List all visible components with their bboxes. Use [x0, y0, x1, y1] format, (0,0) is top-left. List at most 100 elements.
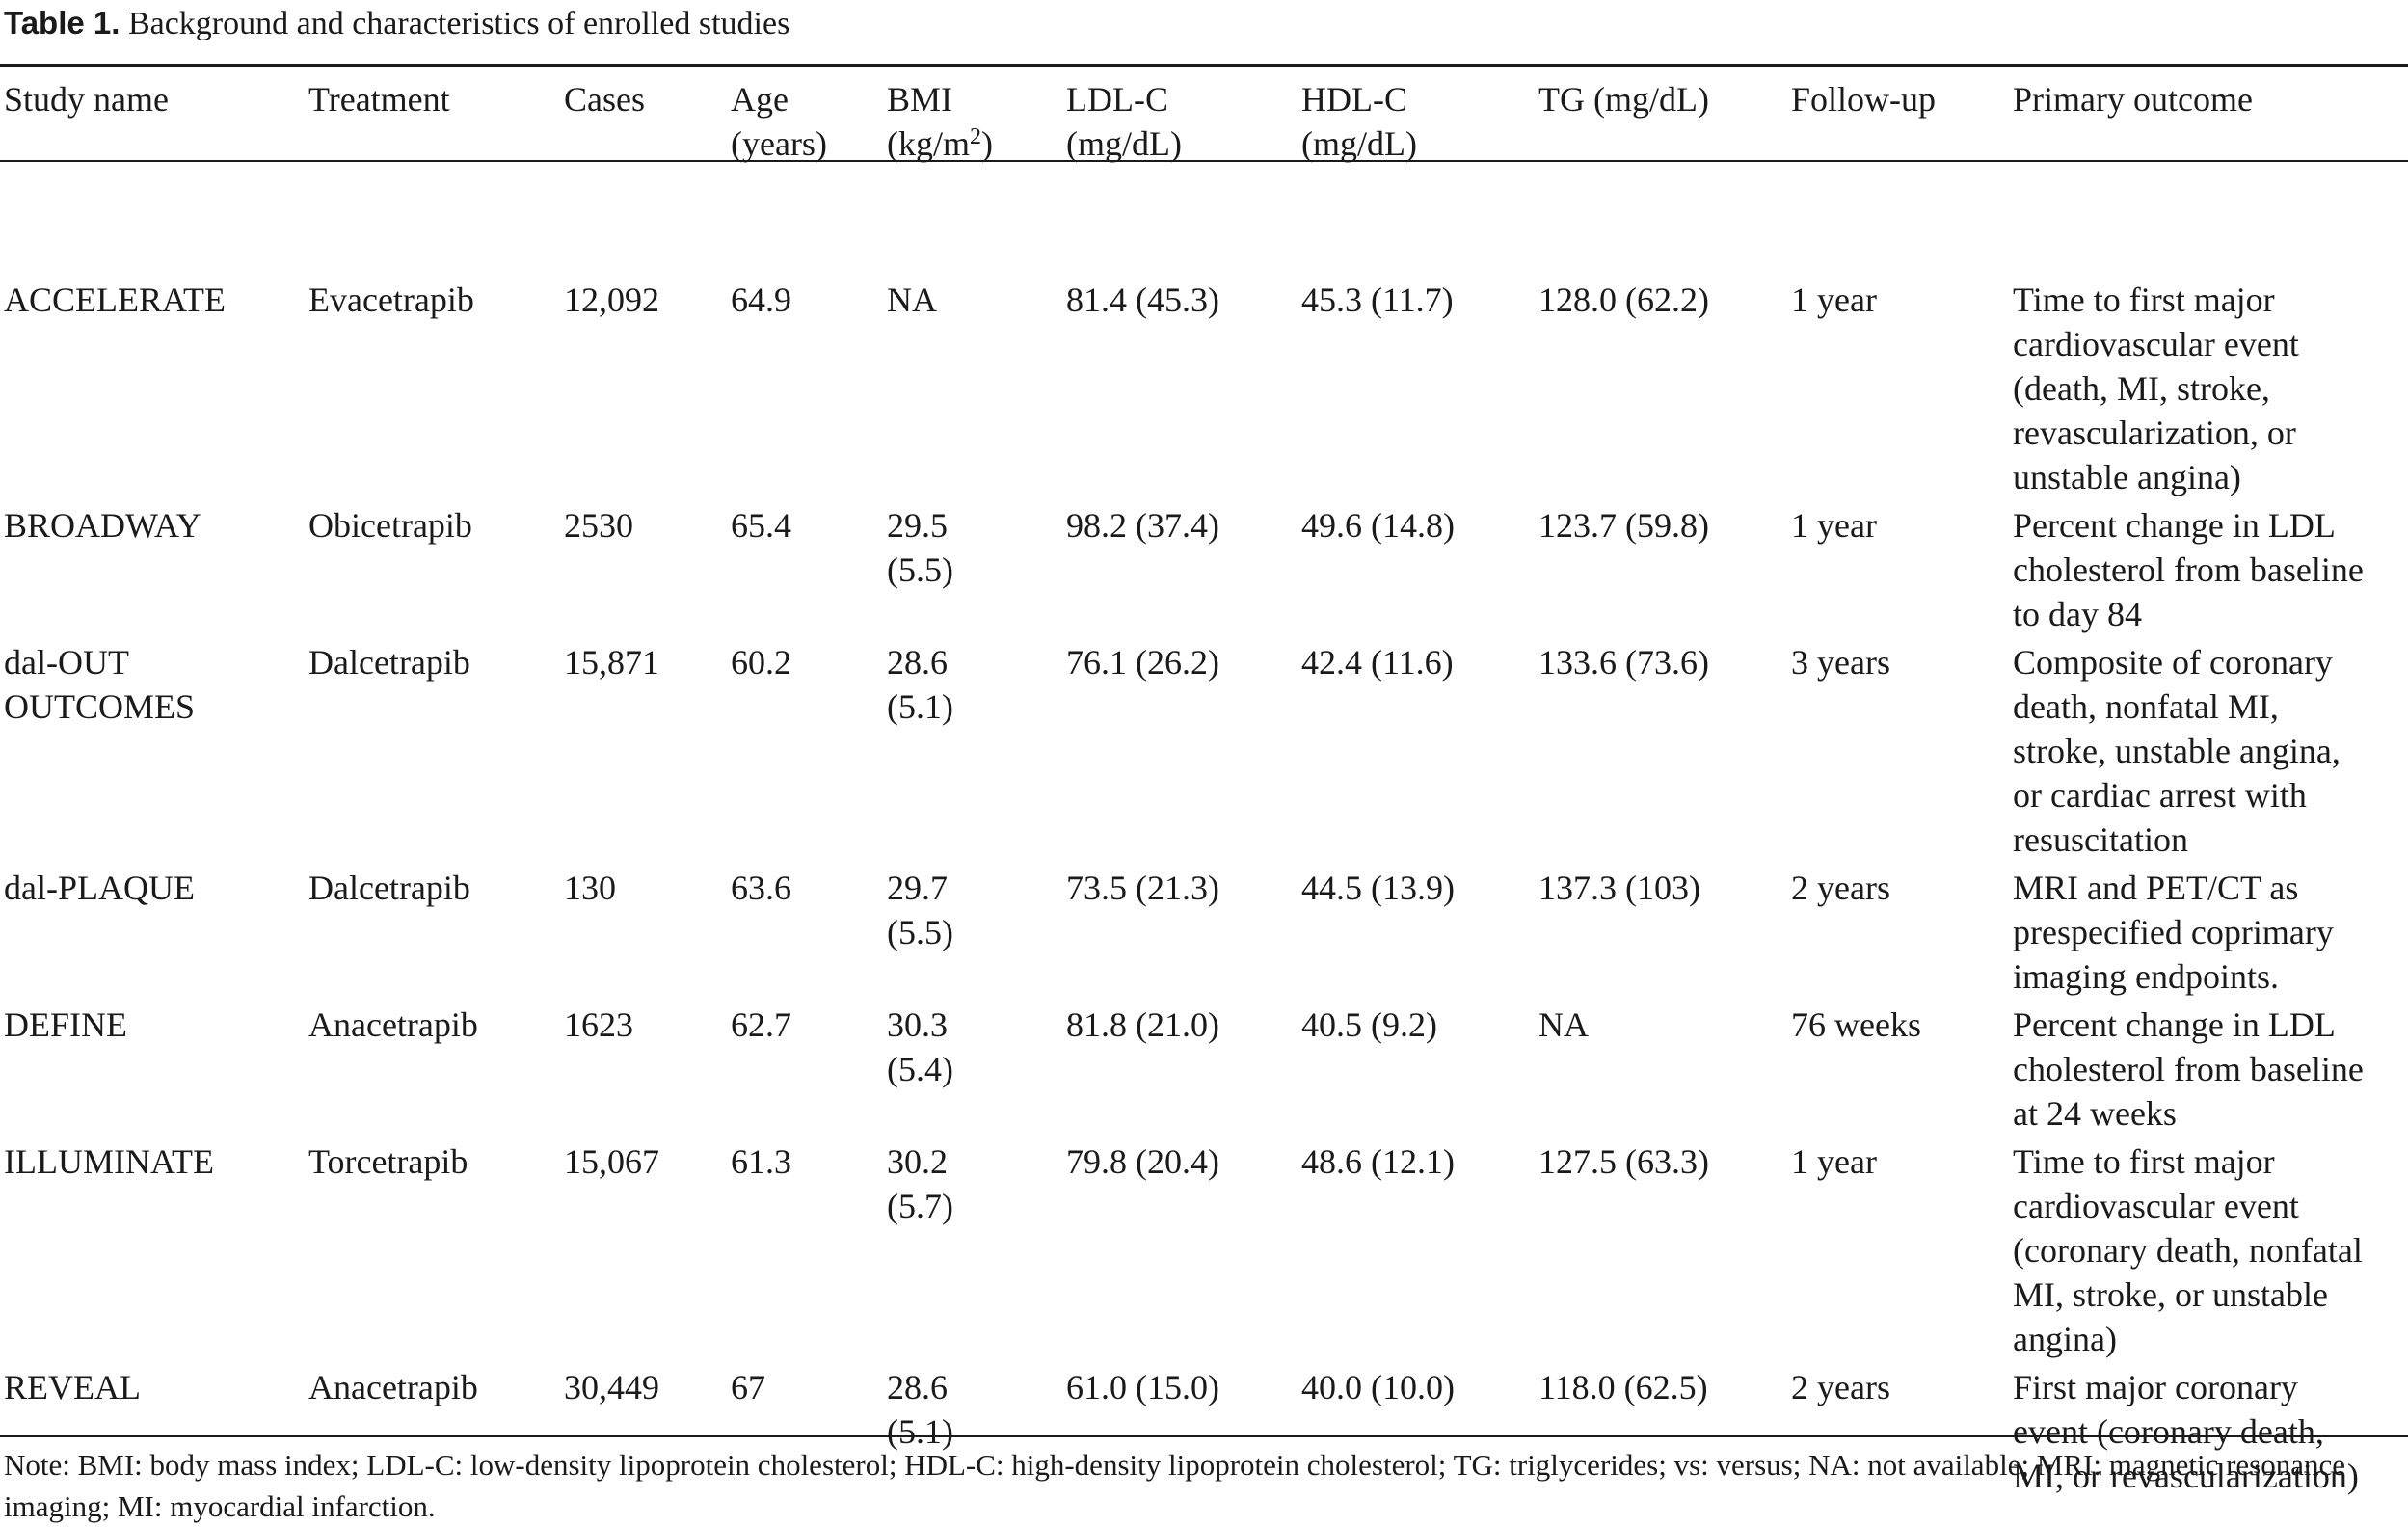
cell-line: cholesterol from baseline — [2013, 550, 2364, 589]
cell-tg: 128.0 (62.2) — [1538, 281, 1709, 319]
table-row: dal-OUT OUTCOMES Dalcetrapib 15,871 60.2 28.6… — [0, 640, 2408, 866]
table-body: ACCELERATE Evacetrapib 12,092 64.9 NA 81.4 (4… — [0, 166, 2408, 1502]
cell-tg: 123.7 (59.8) — [1538, 506, 1709, 545]
cell-primary-outcome: Time to first major cardiovascular event (… — [2009, 166, 2408, 503]
cell-bmi: NA — [883, 166, 1062, 503]
table-header: Study name Treatment Cases Age (years) B… — [0, 77, 2408, 166]
cell-line: (death, MI, stroke, — [2013, 369, 2270, 408]
col-header-follow-up: Follow-up — [1791, 80, 1937, 119]
table-caption: Table 1. Background and characteristics … — [4, 4, 789, 43]
cell-hdl-c: 40.0 (10.0) — [1301, 1368, 1455, 1406]
cell-line: cardiovascular event — [2013, 325, 2299, 363]
cell-follow-up: 1 year — [1791, 506, 1877, 545]
cell-bmi: 30.2 (5.7) — [883, 1139, 1062, 1365]
cell-line: DEFINE — [4, 1005, 127, 1044]
cell-treatment: Evacetrapib — [308, 281, 474, 319]
cell-line: event (coronary death, — [2013, 1412, 2324, 1451]
cell-cases: 15,871 — [564, 643, 659, 682]
table-label: Table 1. — [4, 5, 120, 40]
data-table: Study name Treatment Cases Age (years) B… — [0, 77, 2408, 1502]
cell-treatment: Dalcetrapib — [308, 869, 470, 907]
cell-bmi: 28.6 (5.1) — [883, 640, 1062, 866]
cell-cases: 2530 — [564, 506, 633, 545]
cell-age: 62.7 — [731, 1005, 791, 1044]
cell-line: cholesterol from baseline — [2013, 1050, 2364, 1088]
cell-line: First major coronary — [2013, 1368, 2298, 1406]
cell-line: Time to first major — [2013, 281, 2275, 319]
cell-ldl-c: 98.2 (37.4) — [1066, 506, 1219, 545]
cell-bmi: 30.3 (5.4) — [883, 1003, 1062, 1139]
cell-tg: 133.6 (73.6) — [1538, 643, 1709, 682]
cell-line: at 24 weeks — [2013, 1094, 2177, 1133]
cell-treatment: Anacetrapib — [308, 1005, 478, 1044]
cell-tg: NA — [1538, 1005, 1589, 1044]
cell-line: MI, stroke, or unstable — [2013, 1275, 2328, 1314]
cell-cases: 130 — [564, 869, 616, 907]
cell-study-name: REVEAL — [0, 1365, 305, 1502]
cell-primary-outcome: Time to first major cardiovascular event (… — [2009, 1139, 2408, 1365]
cell-follow-up: 2 years — [1791, 869, 1890, 907]
cell-bmi: 28.6 (5.1) — [883, 1365, 1062, 1502]
table-row: ILLUMINATE Torcetrapib 15,067 61.3 30.2 (5.7)… — [0, 1139, 2408, 1365]
cell-follow-up: 1 year — [1791, 1142, 1877, 1181]
cell-study-name: DEFINE — [0, 1003, 305, 1139]
cell-ldl-c: 81.4 (45.3) — [1066, 281, 1219, 319]
cell-line: to day 84 — [2013, 595, 2142, 633]
cell-ldl-c: 73.5 (21.3) — [1066, 869, 1219, 907]
cell-study-name: BROADWAY — [0, 503, 305, 640]
cell-line: Composite of coronary — [2013, 643, 2333, 682]
cell-line: angina) — [2013, 1320, 2117, 1358]
cell-primary-outcome: Percent change in LDL cholesterol from ba… — [2009, 503, 2408, 640]
cell-line: revascularization, or — [2013, 414, 2296, 452]
cell-study-name: dal-PLAQUE — [0, 866, 305, 1003]
cell-primary-outcome: MRI and PET/CT as prespecified coprimary i… — [2009, 866, 2408, 1003]
cell-line: 30.3 — [887, 1005, 948, 1044]
cell-line: dal-OUT — [4, 643, 129, 682]
cell-primary-outcome: Composite of coronary death, nonfatal MI,… — [2009, 640, 2408, 866]
cell-cases: 30,449 — [564, 1368, 659, 1406]
cell-treatment: Torcetrapib — [308, 1142, 468, 1181]
cell-study-name: ILLUMINATE — [0, 1139, 305, 1365]
cell-cases: 12,092 — [564, 281, 659, 319]
col-header-cases: Cases — [564, 80, 645, 119]
cell-line: MI, or revascularization) — [2013, 1457, 2359, 1495]
cell-hdl-c: 49.6 (14.8) — [1301, 506, 1455, 545]
cell-line: cardiovascular event — [2013, 1187, 2299, 1225]
table-title: Background and characteristics of enroll… — [127, 6, 790, 41]
cell-cases: 15,067 — [564, 1142, 659, 1181]
cell-study-name: dal-OUT OUTCOMES — [0, 640, 305, 866]
table-row: ACCELERATE Evacetrapib 12,092 64.9 NA 81.4 (4… — [0, 166, 2408, 503]
cell-age: 64.9 — [731, 281, 791, 319]
cell-ldl-c: 81.8 (21.0) — [1066, 1005, 1219, 1044]
cell-line: 29.5 — [887, 506, 948, 545]
cell-line: resuscitation — [2013, 820, 2188, 859]
cell-hdl-c: 42.4 (11.6) — [1301, 643, 1454, 682]
col-header-ldl-c: LDL-C (mg/dL) — [1066, 80, 1182, 163]
cell-line: 29.7 — [887, 869, 948, 907]
cell-cases: 1623 — [564, 1005, 633, 1044]
bmi-unit-superscript: 2 — [970, 124, 981, 149]
col-header-study-name: Study name — [4, 80, 169, 119]
table-note: Note: BMI: body mass index; LDL-C: low-d… — [4, 1448, 2346, 1523]
header-row: Study name Treatment Cases Age (years) B… — [0, 77, 2408, 166]
cell-line: NA — [887, 281, 937, 319]
cell-line: Percent change in LDL — [2013, 1005, 2336, 1044]
cell-line: 30.2 — [887, 1142, 948, 1181]
cell-tg: 118.0 (62.5) — [1538, 1368, 1708, 1406]
col-header-bmi: BMI (kg/m2) — [887, 80, 993, 163]
cell-hdl-c: 44.5 (13.9) — [1301, 869, 1455, 907]
bottom-rule — [0, 1435, 2408, 1437]
header-rule — [0, 160, 2408, 162]
table-row: dal-PLAQUE Dalcetrapib 130 63.6 29.7 (5.5) 73.… — [0, 866, 2408, 1003]
cell-age: 61.3 — [731, 1142, 791, 1181]
cell-line: ACCELERATE — [4, 281, 226, 319]
bmi-unit: (kg/m — [887, 124, 970, 163]
cell-age: 63.6 — [731, 869, 791, 907]
cell-line: imaging endpoints. — [2013, 957, 2279, 996]
cell-hdl-c: 48.6 (12.1) — [1301, 1142, 1455, 1181]
cell-follow-up: 1 year — [1791, 281, 1877, 319]
cell-treatment: Anacetrapib — [308, 1368, 478, 1406]
cell-study-name: ACCELERATE — [0, 166, 305, 503]
cell-follow-up: 2 years — [1791, 1368, 1890, 1406]
